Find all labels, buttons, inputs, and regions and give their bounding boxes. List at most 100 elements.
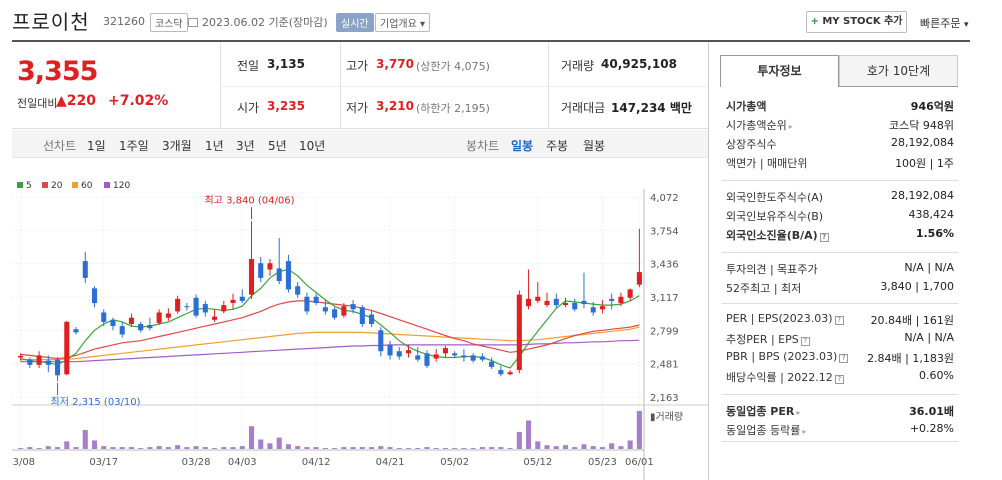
row-per: PER | EPS(2023.03)? 20.84배 | 161원 <box>726 312 954 330</box>
row-foreign-limit: 외국인한도주식수(A) 28,192,084 <box>726 189 954 207</box>
market-cap-value: 946억원 <box>910 100 954 113</box>
volume-bar <box>424 447 430 449</box>
cap-rank-value: 코스닥 948위 <box>889 119 954 132</box>
candle-body <box>295 286 301 295</box>
open-value: 3,235 <box>267 99 305 113</box>
fast-order-button[interactable]: 빠른주문 ▾ <box>920 15 969 31</box>
candle-body <box>73 329 79 333</box>
row-cap-rank[interactable]: 시가총액순위 ▸ 코스닥 948위 <box>726 117 954 135</box>
high-value: 3,770 <box>376 57 414 71</box>
period-1y[interactable]: 1년 <box>205 139 224 153</box>
candle-body <box>101 312 107 322</box>
y-tick-label: 2,163 <box>650 393 679 404</box>
foreign-hold-value: 438,424 <box>908 208 955 221</box>
current-price: 3,355 <box>17 56 98 87</box>
volume-bar <box>396 448 402 449</box>
help-icon[interactable]: ? <box>800 337 810 346</box>
div-label: 배당수익률 | 2022.12? <box>726 369 844 385</box>
period-1d[interactable]: 1일 <box>87 139 106 153</box>
row-pbr: PBR | BPS (2023.03)? 2.84배 | 1,183원 <box>726 350 954 368</box>
candle-body <box>156 312 162 323</box>
volume-bar <box>212 448 218 449</box>
y-tick-label: 3,436 <box>650 260 679 271</box>
candle-body <box>516 294 522 371</box>
candle-body <box>128 317 134 324</box>
volume-bar <box>82 430 88 449</box>
chevron-down-icon: ▾ <box>420 19 426 30</box>
candle-body <box>396 351 402 357</box>
row-shares: 상장주식수 28,192,084 <box>726 136 954 154</box>
shares-value: 28,192,084 <box>891 136 954 149</box>
volume-bar <box>165 447 171 449</box>
volume-bar <box>627 440 633 449</box>
tab-underline <box>839 86 958 87</box>
candle-body <box>304 296 310 312</box>
legend-ma120-label: 120 <box>113 181 131 191</box>
help-icon[interactable]: ? <box>819 233 829 242</box>
candle-body <box>498 370 504 375</box>
volume-bar <box>258 439 264 449</box>
candle-weekly[interactable]: 주봉 <box>546 139 569 153</box>
candle-body <box>618 296 624 304</box>
corp-info-dropdown[interactable]: 기업개요 ▾ <box>375 13 431 32</box>
divider <box>722 180 958 181</box>
opinion-value: N/A | N/A <box>904 261 954 274</box>
legend-ma20: 20 <box>42 181 62 191</box>
candle-body <box>27 359 33 365</box>
divider <box>722 303 958 304</box>
divider <box>340 42 341 128</box>
pbr-label: PBR | BPS (2023.03)? <box>726 350 849 363</box>
candle-body <box>239 296 245 301</box>
row-ind-per[interactable]: 동일업종 PER ▸ 36.01배 <box>726 403 954 421</box>
tab-hoga[interactable]: 호가 10단계 <box>839 55 958 87</box>
volume-bar <box>350 447 356 449</box>
divider <box>220 86 708 87</box>
period-10y[interactable]: 10년 <box>299 139 326 153</box>
base-date: 2023.06.02 기준(장마감) <box>188 14 328 30</box>
volume-bar <box>461 448 467 449</box>
pbr-value: 2.84배 | 1,183원 <box>867 352 954 365</box>
realtime-button[interactable]: 실시간 <box>336 13 374 32</box>
par-label: 액면가 | 매매단위 <box>726 157 808 170</box>
volume-bar <box>553 446 559 449</box>
x-tick-label: 05/02 <box>440 457 469 468</box>
y-tick-label: 3,117 <box>650 293 679 304</box>
ind-rate-text: 동일업종 등락률 <box>726 424 801 437</box>
period-1w[interactable]: 1주일 <box>119 139 149 153</box>
mystock-label: MY STOCK 추가 <box>822 16 903 27</box>
x-tick-label: 04/21 <box>376 457 405 468</box>
candle-body <box>184 306 190 308</box>
period-3y[interactable]: 3년 <box>236 139 255 153</box>
row-ind-rate[interactable]: 동일업종 등락률 ▸ +0.28% <box>726 422 954 440</box>
price-change: ▲220 <box>56 93 96 109</box>
volume-bar <box>433 448 439 449</box>
chart-annotations: 최고 3,840 (04/06) 최저 2,315 (03/10) <box>51 194 295 408</box>
candle-body <box>341 306 347 316</box>
x-tick-label: 05/23 <box>588 457 617 468</box>
volume-bar <box>101 446 107 449</box>
help-icon[interactable]: ? <box>834 375 844 384</box>
w52-label: 52주최고 | 최저 <box>726 282 802 295</box>
stock-code: 321260 <box>103 15 145 28</box>
candle-monthly[interactable]: 월봉 <box>583 139 606 153</box>
volume-bar <box>202 447 208 449</box>
candle-daily[interactable]: 일봉 <box>511 139 534 153</box>
volume-bar <box>18 448 24 449</box>
period-3m[interactable]: 3개월 <box>162 139 192 153</box>
help-icon[interactable]: ? <box>834 316 844 325</box>
candle-body <box>267 263 273 270</box>
candle-body <box>442 348 448 354</box>
volume-bar <box>442 448 448 449</box>
candle-body <box>424 353 430 366</box>
legend-ma20-label: 20 <box>51 181 63 191</box>
low-note: 최저 2,315 (03/10) <box>51 396 141 408</box>
help-icon[interactable]: ? <box>839 354 849 363</box>
volume-bar <box>415 448 421 449</box>
volume-label: ▮거래량 <box>650 411 683 423</box>
price-chart[interactable]: 4,072 3,754 3,436 3,117 2,799 2,481 2,163 03/08… <box>12 189 708 480</box>
tab-invest-info[interactable]: 투자정보 <box>720 55 839 87</box>
candle-body <box>45 360 51 365</box>
period-5y[interactable]: 5년 <box>268 139 287 153</box>
legend-ma120: 120 <box>104 181 130 191</box>
mystock-add-button[interactable]: + MY STOCK 추가 <box>806 11 907 33</box>
